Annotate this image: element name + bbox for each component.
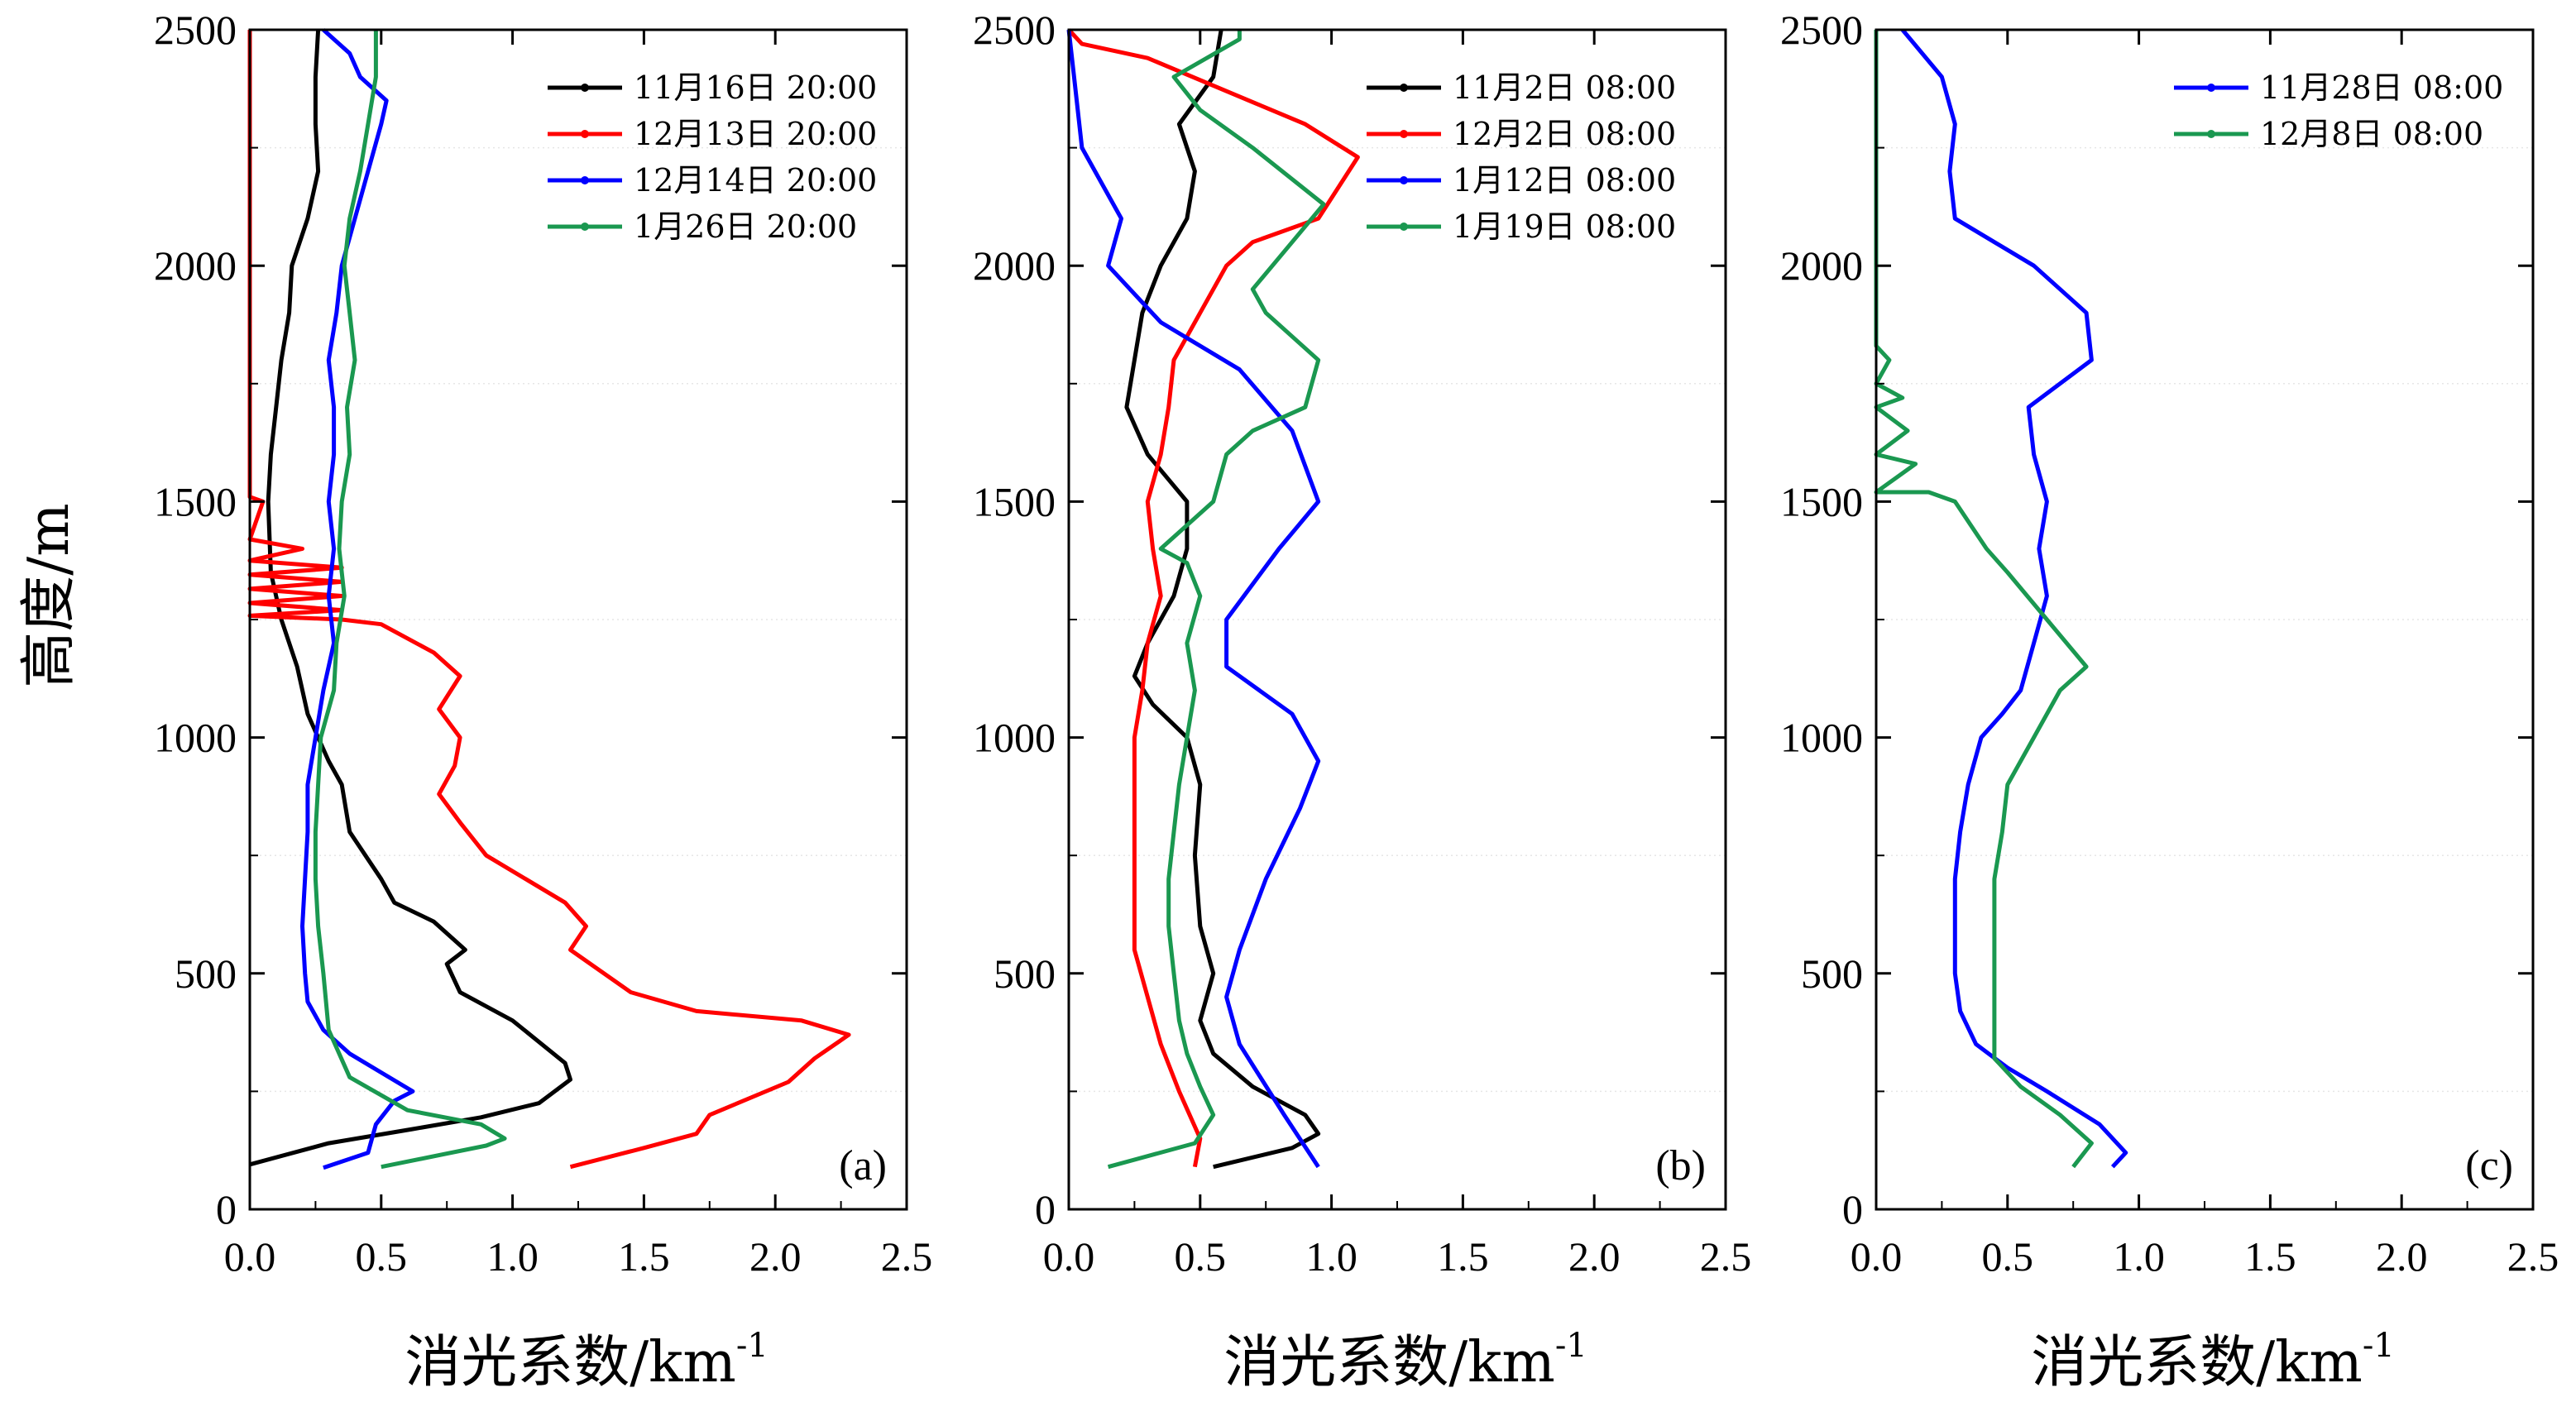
y-tick-label: 1000	[973, 715, 1056, 761]
legend-label-3: 1月12日 08:00	[1453, 162, 1676, 199]
x-tick-label: 2.5	[881, 1233, 933, 1280]
legend-label-2: 12月13日 20:00	[634, 116, 877, 152]
series-line-3	[1066, 29, 1321, 1169]
series-line-4	[1107, 30, 1326, 1170]
y-tick-label: 2000	[973, 242, 1056, 289]
legend: 11月16日 20:00 12月13日 20:00 12月14日 20:00 1月26…	[548, 69, 877, 245]
legend-marker-1	[581, 84, 589, 92]
legend-label-2: 12月2日 08:00	[1453, 116, 1676, 152]
x-tick-label: 0.5	[1175, 1233, 1227, 1280]
y-tick-label: 500	[175, 950, 237, 997]
x-tick-label: 2.5	[1700, 1233, 1752, 1280]
legend-marker-3	[581, 176, 589, 184]
x-tick-label: 1.5	[618, 1233, 670, 1280]
series-line-2	[1874, 30, 2094, 1169]
y-tick-label: 1000	[154, 715, 237, 761]
x-tick-label: 0.5	[1982, 1233, 2034, 1280]
x-tick-label: 1.0	[2113, 1233, 2165, 1280]
series-line-4	[313, 30, 507, 1170]
series-line-1	[1124, 29, 1321, 1170]
legend-label-3: 12月14日 20:00	[634, 162, 877, 199]
y-tick-label: 500	[1801, 950, 1863, 997]
legend-marker-2	[1400, 130, 1408, 138]
y-tick-label: 2500	[154, 7, 237, 53]
panel-2: 0.0 0.5 1.0 1.5 2.0 2.5 0 500 1000 1500 2000 2500 消光…	[973, 7, 1751, 1395]
panel-label: (b)	[1655, 1142, 1706, 1189]
legend-label-2: 12月8日 08:00	[2260, 116, 2483, 152]
legend-marker-1	[1400, 84, 1408, 92]
series-line-3	[300, 28, 415, 1170]
y-tick-label: 0	[216, 1186, 237, 1232]
legend-marker-2	[2207, 130, 2215, 138]
panels: 0.0 0.5 1.0 1.5 2.0 2.5 0 500 1000 1500 2000 2500 消光…	[154, 7, 2559, 1395]
x-axis-title-text: 消光系数/km	[405, 1330, 736, 1395]
series-line-2	[247, 30, 851, 1170]
series-line-1	[249, 29, 572, 1167]
legend-marker-2	[581, 130, 589, 138]
legend: 11月28日 08:00 12月8日 08:00	[2174, 69, 2503, 152]
x-axis-title-superscript: -1	[1555, 1327, 1587, 1365]
x-axis-title-text: 消光系数/km	[1223, 1330, 1555, 1395]
legend-marker-4	[581, 223, 589, 231]
x-tick-label: 0.0	[1851, 1233, 1903, 1280]
y-tick-label: 2500	[973, 7, 1056, 53]
x-tick-label: 2.0	[749, 1233, 802, 1280]
x-axis-title: 消光系数/km-1	[1223, 1327, 1587, 1395]
x-tick-label: 0.0	[224, 1233, 276, 1280]
legend-label-1: 11月16日 20:00	[634, 69, 877, 106]
x-tick-label: 1.0	[486, 1233, 539, 1280]
y-tick-label: 1000	[1780, 715, 1863, 761]
legend-marker-1	[2207, 84, 2215, 92]
x-tick-label: 1.5	[1437, 1233, 1489, 1280]
y-tick-label: 0	[1842, 1186, 1863, 1232]
x-tick-label: 0.5	[356, 1233, 408, 1280]
y-tick-label: 2000	[1780, 242, 1863, 289]
x-tick-label: 2.0	[1568, 1233, 1621, 1280]
series-line-2	[1067, 28, 1360, 1168]
x-tick-label: 0.0	[1043, 1233, 1095, 1280]
y-tick-label: 2500	[1780, 7, 1863, 53]
x-axis-title: 消光系数/km-1	[2031, 1327, 2395, 1395]
x-tick-label: 1.0	[1305, 1233, 1357, 1280]
legend-label-1: 11月28日 08:00	[2260, 69, 2503, 106]
legend-marker-4	[1400, 223, 1408, 231]
panel-label: (a)	[839, 1142, 887, 1189]
panel-3: 0.0 0.5 1.0 1.5 2.0 2.5 0 500 1000 1500 2000 2500 消光…	[1780, 7, 2559, 1395]
y-tick-label: 1500	[154, 478, 237, 524]
x-tick-label: 1.5	[2244, 1233, 2296, 1280]
series-line-1	[1900, 28, 2128, 1169]
x-axis-title-superscript: -1	[736, 1327, 768, 1365]
x-tick-label: 2.0	[2376, 1233, 2428, 1280]
y-tick-label: 500	[994, 950, 1056, 997]
legend-label-1: 11月2日 08:00	[1453, 69, 1676, 106]
y-tick-label: 1500	[973, 478, 1056, 524]
x-tick-label: 2.5	[2507, 1233, 2559, 1280]
panel-1: 0.0 0.5 1.0 1.5 2.0 2.5 0 500 1000 1500 2000 2500 消光…	[154, 7, 932, 1395]
legend-label-4: 1月19日 08:00	[1453, 208, 1676, 245]
y-tick-label: 2000	[154, 242, 237, 289]
legend-label-4: 1月26日 20:00	[634, 208, 857, 245]
x-axis-title-text: 消光系数/km	[2031, 1330, 2363, 1395]
legend: 11月2日 08:00 12月2日 08:00 1月12日 08:00 1月19日 0…	[1367, 69, 1676, 245]
y-tick-label: 0	[1035, 1186, 1056, 1232]
y-axis-title: 高度/m	[17, 503, 82, 687]
y-tick-label: 1500	[1780, 478, 1863, 524]
x-axis-title-superscript: -1	[2363, 1327, 2395, 1365]
x-axis-title: 消光系数/km-1	[405, 1327, 768, 1395]
legend-marker-3	[1400, 176, 1408, 184]
panel-label: (c)	[2465, 1142, 2513, 1189]
